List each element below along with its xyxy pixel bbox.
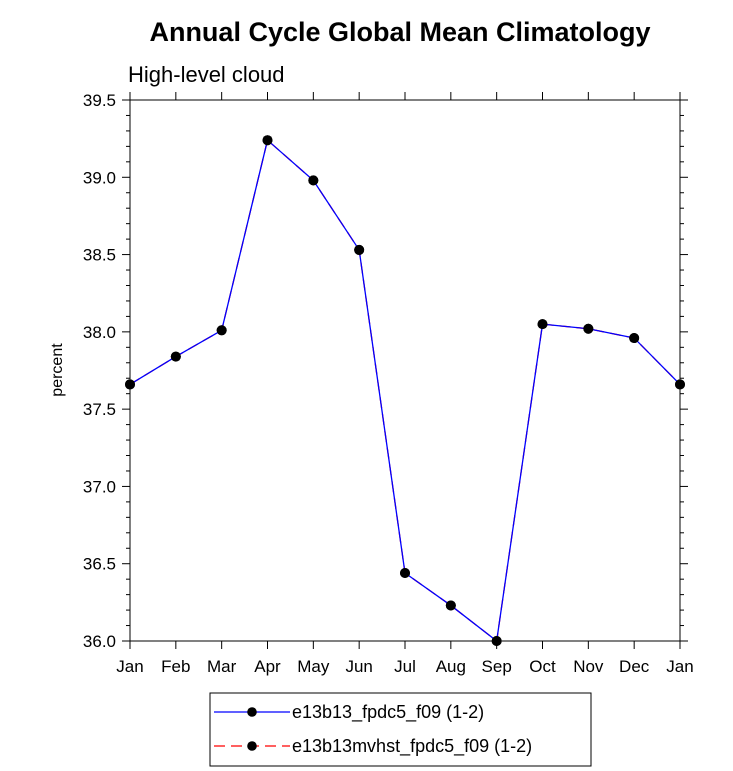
x-tick-label: Jan bbox=[116, 657, 143, 676]
x-tick-label: Feb bbox=[161, 657, 190, 676]
series-1-point bbox=[675, 379, 685, 390]
series-1-point bbox=[445, 600, 456, 611]
x-axis: Jan Feb Mar Apr May Jun Jul Aug Sep Oct Nov Dec Jan bbox=[116, 92, 694, 676]
series-line-1 bbox=[129, 139, 681, 642]
legend-marker-series-1 bbox=[247, 707, 257, 717]
x-tick-label: Aug bbox=[436, 657, 466, 676]
y-axis-label: percent bbox=[49, 343, 66, 397]
series-1-point bbox=[583, 323, 594, 334]
x-tick-label: Mar bbox=[207, 657, 237, 676]
x-tick-label: May bbox=[297, 657, 330, 676]
y-axis: 36.0 36.5 37.0 37.5 38.0 38.5 39.0 39.5 bbox=[83, 91, 688, 651]
series-1-point bbox=[354, 244, 365, 255]
plot-frame bbox=[129, 99, 681, 642]
legend-box bbox=[209, 692, 592, 767]
y-tick-label: 36.5 bbox=[83, 555, 116, 574]
legend-marker-series-2 bbox=[247, 741, 257, 751]
x-tick-label: Jun bbox=[345, 657, 372, 676]
x-tick-label: Oct bbox=[529, 657, 556, 676]
y-tick-label: 37.0 bbox=[83, 477, 116, 496]
series-1-point bbox=[537, 319, 548, 330]
series-line-2 bbox=[129, 139, 681, 642]
series-1-point bbox=[400, 567, 410, 578]
x-tick-label: Nov bbox=[573, 657, 604, 676]
series-1-point bbox=[216, 325, 227, 336]
y-tick-label: 38.0 bbox=[83, 323, 116, 342]
legend: e13b13_fpdc5_f09 (1-2) e13b13mvhst_fpdc5… bbox=[209, 692, 592, 767]
series-1-point bbox=[125, 379, 135, 390]
legend-label-series-1: e13b13_fpdc5_f09 (1-2) bbox=[292, 702, 484, 723]
series-1-point bbox=[262, 135, 273, 146]
chart-title: Annual Cycle Global Mean Climatology bbox=[149, 17, 650, 47]
y-tick-label: 36.0 bbox=[83, 632, 116, 651]
x-tick-label: Jul bbox=[394, 657, 416, 676]
y-tick-label: 38.5 bbox=[83, 246, 116, 265]
y-tick-label: 37.5 bbox=[83, 400, 116, 419]
y-tick-label: 39.0 bbox=[83, 168, 116, 187]
x-tick-label: Dec bbox=[619, 657, 650, 676]
x-tick-label: Jan bbox=[666, 657, 693, 676]
y-tick-label: 39.5 bbox=[83, 91, 116, 110]
x-tick-label: Sep bbox=[482, 657, 512, 676]
x-tick-label: Apr bbox=[254, 657, 281, 676]
series-1-point bbox=[629, 333, 640, 344]
series-1-point bbox=[308, 175, 319, 186]
series-layer bbox=[125, 135, 685, 646]
series-1-point bbox=[170, 351, 181, 362]
chart-subtitle: High-level cloud bbox=[128, 62, 285, 87]
legend-label-series-2: e13b13mvhst_fpdc5_f09 (1-2) bbox=[292, 736, 532, 757]
series-1-point bbox=[491, 636, 502, 646]
